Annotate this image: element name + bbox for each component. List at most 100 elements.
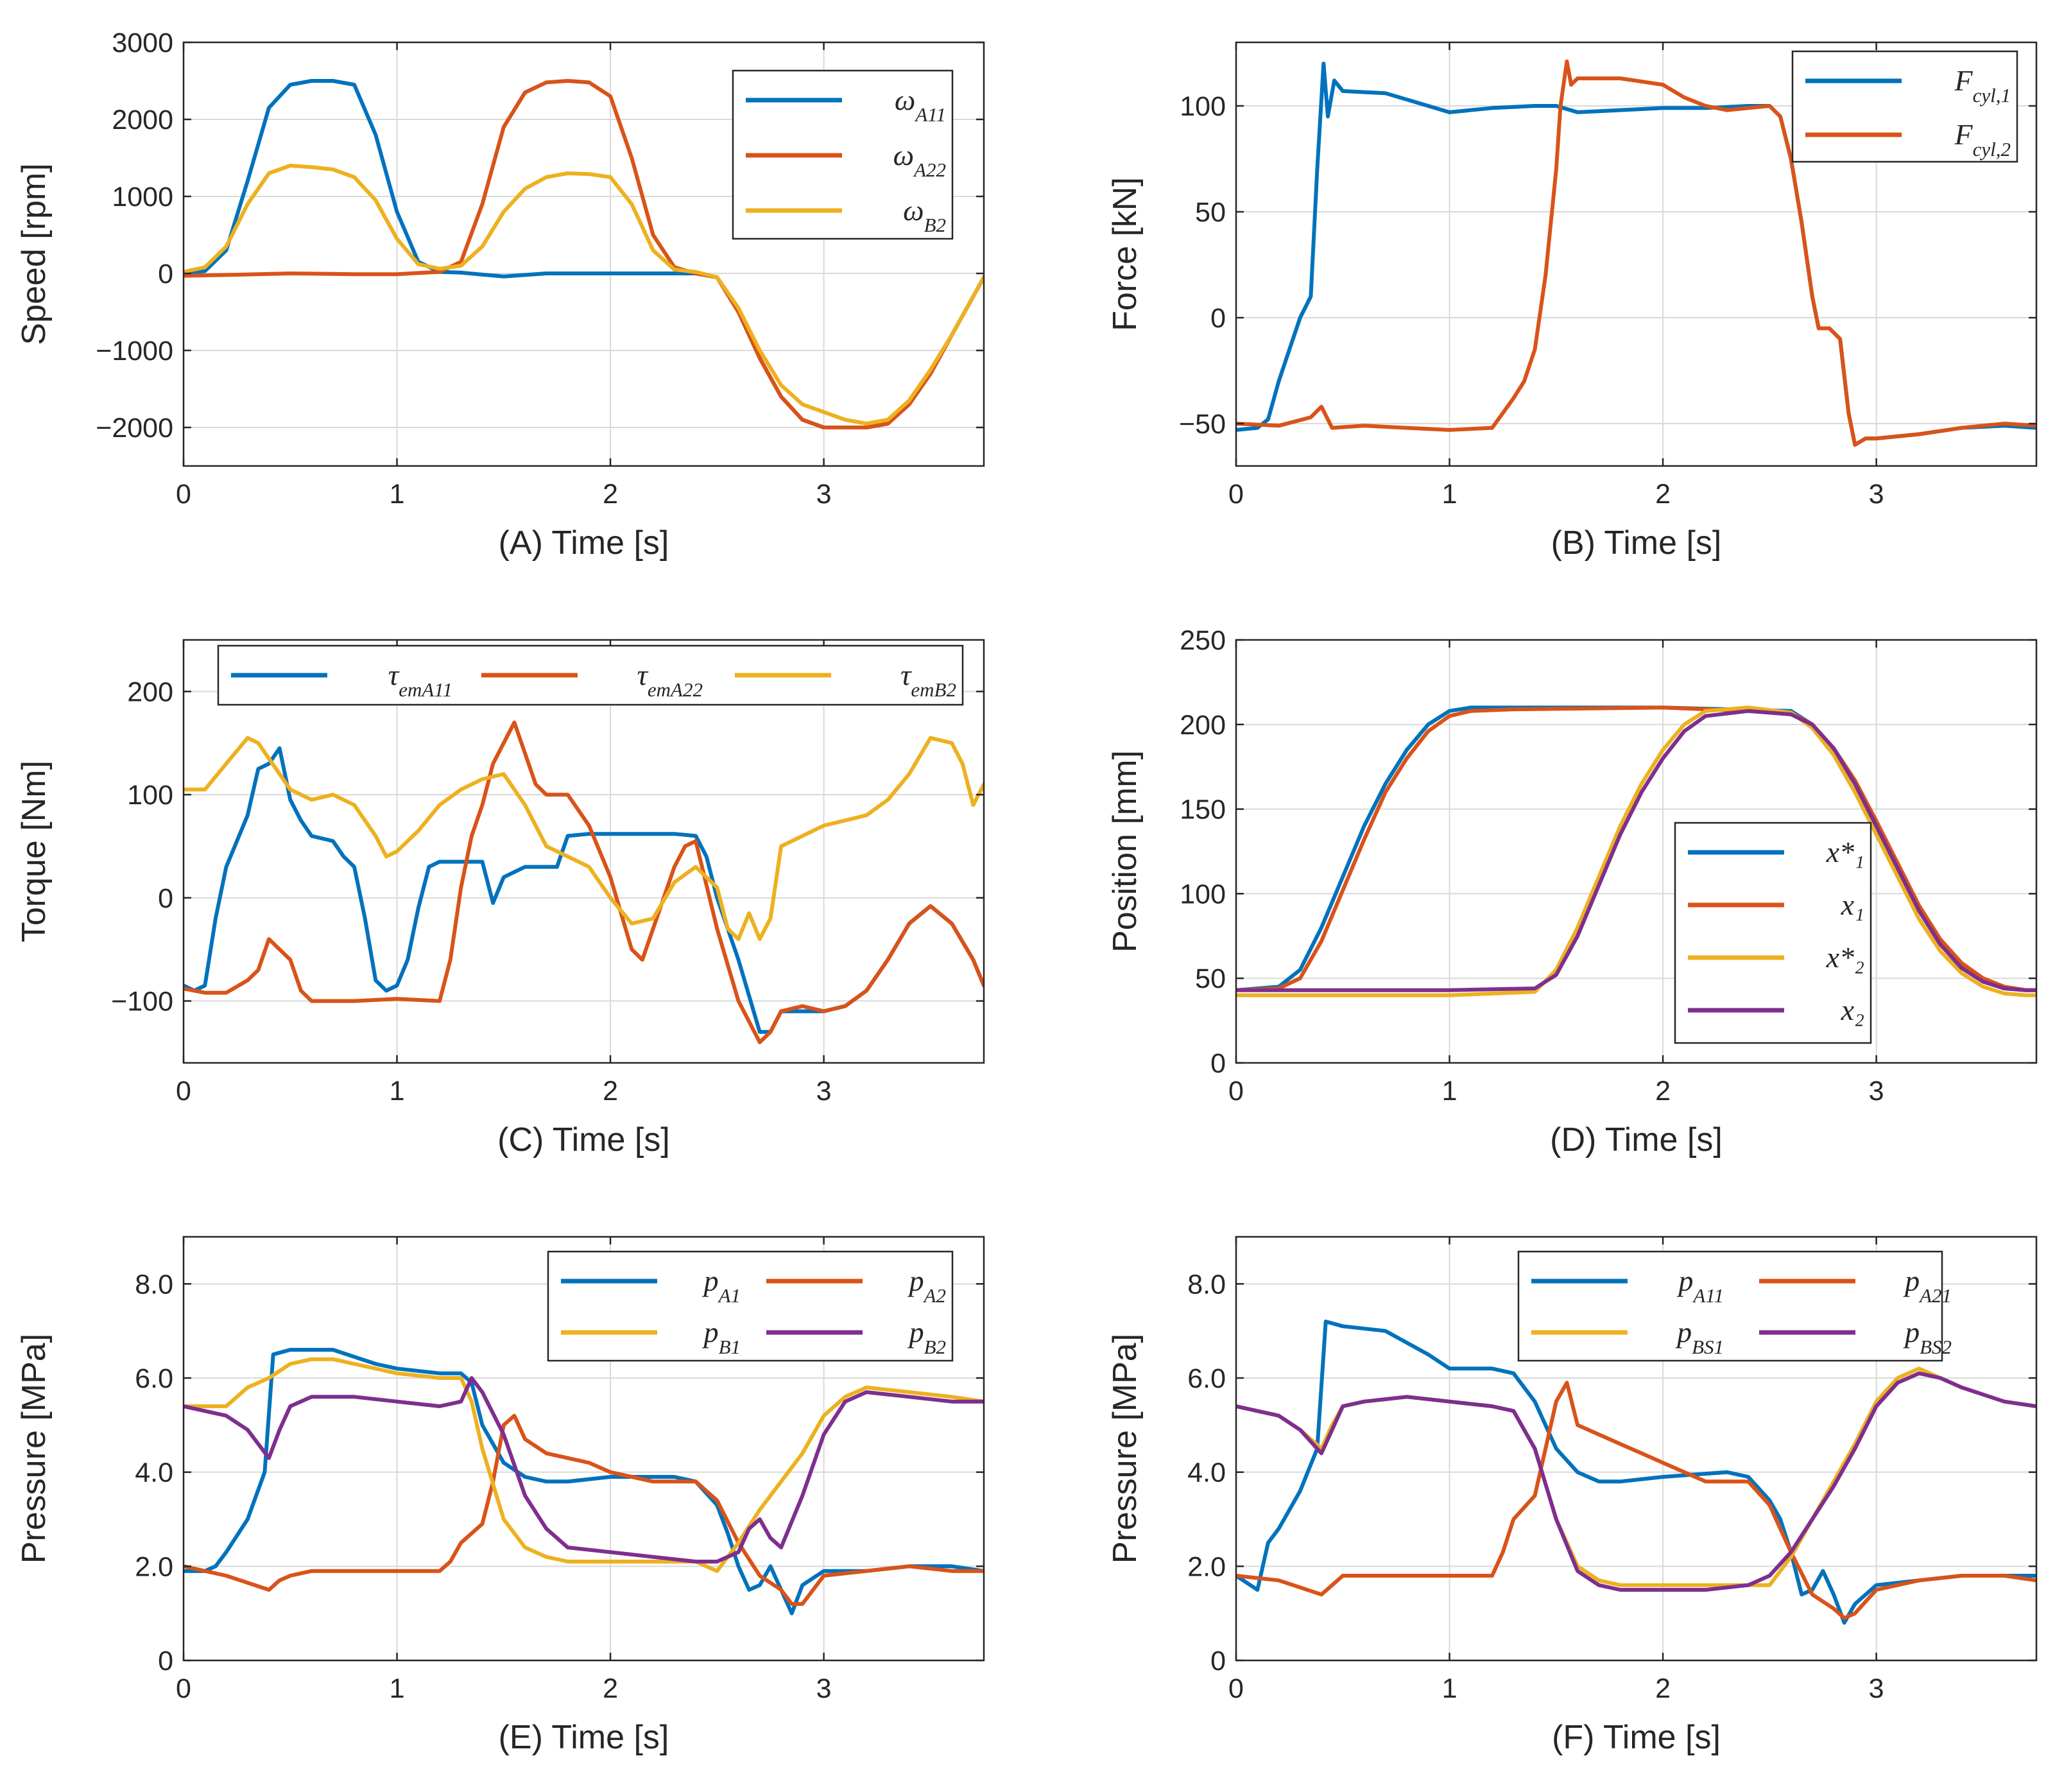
series-group <box>184 1348 984 1615</box>
y-tick-label: 50 <box>1195 197 1226 228</box>
x-axis-label: (C) Time [s] <box>497 1121 670 1159</box>
x-axis-label: (E) Time [s] <box>499 1719 669 1756</box>
y-tick-label: 0 <box>158 1646 173 1676</box>
y-tick-label: 0 <box>158 259 173 289</box>
x-tick-label: 0 <box>1228 1076 1244 1107</box>
y-tick-label: 0 <box>1210 1646 1226 1676</box>
y-tick-label: 100 <box>127 780 173 811</box>
panel-f: 0 1 2 3 0 2.0 4.0 6.0 8.0 (F) Time [s] Pressure [M… <box>1106 1236 2038 1756</box>
x-tick-label: 1 <box>1442 479 1457 510</box>
legend: x*₁ x₁ x*₂ x₂ <box>1674 822 1872 1044</box>
series-line-2 <box>184 1357 984 1573</box>
series-group <box>184 720 984 1044</box>
plot-area <box>184 640 984 1063</box>
x-tick-label: 1 <box>1442 1076 1457 1107</box>
y-tick-label: 6.0 <box>135 1363 173 1394</box>
legend-entry-label: x₂ <box>1841 994 1864 1026</box>
series-group <box>1236 705 2036 997</box>
legend-entry-label: x*₁ <box>1826 836 1864 868</box>
series-line-1 <box>184 720 984 1044</box>
x-tick-label: 2 <box>603 1673 618 1704</box>
x-tick-label: 0 <box>1228 479 1244 510</box>
y-tick-label: 50 <box>1195 963 1226 994</box>
x-tick-label: 3 <box>1869 1673 1884 1704</box>
series-group <box>1236 1320 2036 1625</box>
x-axis-label: (D) Time [s] <box>1550 1121 1723 1159</box>
axes-frame <box>1235 639 2038 1064</box>
x-tick-label: 0 <box>176 479 191 510</box>
axes-frame <box>182 1236 985 1662</box>
x-axis-label: (F) Time [s] <box>1552 1719 1721 1756</box>
y-axis-label: Speed [rpm] <box>15 163 53 345</box>
y-tick-label: 100 <box>1180 879 1226 909</box>
series-line-3 <box>1236 1371 2036 1592</box>
axes-frame <box>1235 41 2038 467</box>
y-tick-label: 0 <box>158 883 173 914</box>
series-group <box>1236 59 2036 447</box>
x-tick-label: 1 <box>390 479 405 510</box>
y-tick-label: 150 <box>1180 795 1226 825</box>
series-group <box>184 79 984 429</box>
legend-box <box>1517 1250 1943 1362</box>
legend-entry-label: Fcyl,2 <box>1954 118 2011 160</box>
y-tick-label: 200 <box>127 676 173 707</box>
y-tick-label: 200 <box>1180 710 1226 741</box>
legend-entry-label: x*₂ <box>1826 941 1864 974</box>
y-tick-label: 8.0 <box>1187 1269 1226 1300</box>
plot-area <box>1236 640 2036 1063</box>
x-tick-label: 2 <box>603 479 618 510</box>
panel-c: 0 1 2 3 −100 0 100 200 (C) Time [s] Torque [Nm] τe… <box>15 639 985 1159</box>
series-line-3 <box>184 1376 984 1564</box>
y-tick-label: 2.0 <box>1187 1551 1226 1582</box>
legend-entry-label: ωB2 <box>903 194 946 236</box>
y-tick-label: 4.0 <box>1187 1458 1226 1488</box>
legend-box <box>217 644 964 706</box>
series-line-2 <box>184 164 984 426</box>
y-tick-label: 100 <box>1180 91 1226 122</box>
x-tick-label: 3 <box>816 1076 832 1107</box>
legend-box <box>547 1250 954 1362</box>
y-tick-label: 4.0 <box>135 1458 173 1488</box>
series-line-1 <box>1236 59 2036 447</box>
axes-frame <box>1235 1236 2038 1662</box>
legend-entry-label: pA11 <box>1676 1264 1724 1307</box>
panel-b: 0 1 2 3 −50 0 50 100 (B) Time [s] Force [kN] Fcyl,… <box>1106 41 2038 562</box>
axes-frame <box>182 639 985 1064</box>
x-tick-label: 3 <box>1869 479 1884 510</box>
legend-entry-label: τemA11 <box>388 659 452 701</box>
legend-entry-label: τemA22 <box>637 659 703 701</box>
legend: ωA11 ωA22 ωB2 <box>732 69 954 240</box>
y-axis-label: Pressure [MPa] <box>15 1334 53 1564</box>
x-tick-label: 0 <box>176 1076 191 1107</box>
series-line-0 <box>184 746 984 1034</box>
legend-entry-label: pBS1 <box>1675 1316 1724 1358</box>
y-tick-label: 8.0 <box>135 1269 173 1300</box>
legend-entry-label: ωA22 <box>893 139 946 181</box>
x-axis-label: (B) Time [s] <box>1551 524 1722 562</box>
legend-entry-label: pA21 <box>1903 1264 1952 1307</box>
legend-entry-label: pB1 <box>702 1316 741 1358</box>
series-line-2 <box>1236 705 2036 997</box>
legend-entry-label: pA1 <box>702 1264 741 1307</box>
x-tick-label: 1 <box>1442 1673 1457 1704</box>
x-tick-label: 2 <box>1655 479 1671 510</box>
y-axis-label: Position [mm] <box>1106 750 1144 952</box>
x-tick-label: 3 <box>1869 1076 1884 1107</box>
legend: pA11 pA21 pBS1 pBS2 <box>1517 1250 1952 1362</box>
x-tick-label: 3 <box>816 479 832 510</box>
y-tick-label: 3000 <box>112 28 173 58</box>
y-tick-label: 0 <box>1210 1048 1226 1079</box>
y-tick-label: −50 <box>1179 409 1226 440</box>
legend: Fcyl,1 Fcyl,2 <box>1791 50 2018 163</box>
legend: τemA11 τemA22 τemB2 <box>217 644 964 706</box>
y-tick-label: −2000 <box>96 413 173 444</box>
y-axis-label: Torque [Nm] <box>15 761 53 942</box>
series-line-1 <box>1236 1381 2036 1620</box>
legend-entry-label: ωA11 <box>895 83 946 126</box>
legend-entry-label: pB2 <box>907 1316 946 1358</box>
panel-a: 0 1 2 3 −2000 −1000 0 1000 2000 3000 (A) Time [s] S… <box>15 28 985 562</box>
series-line-2 <box>184 736 984 942</box>
legend-entry-label: pA2 <box>907 1264 946 1307</box>
x-tick-label: 2 <box>603 1076 618 1107</box>
